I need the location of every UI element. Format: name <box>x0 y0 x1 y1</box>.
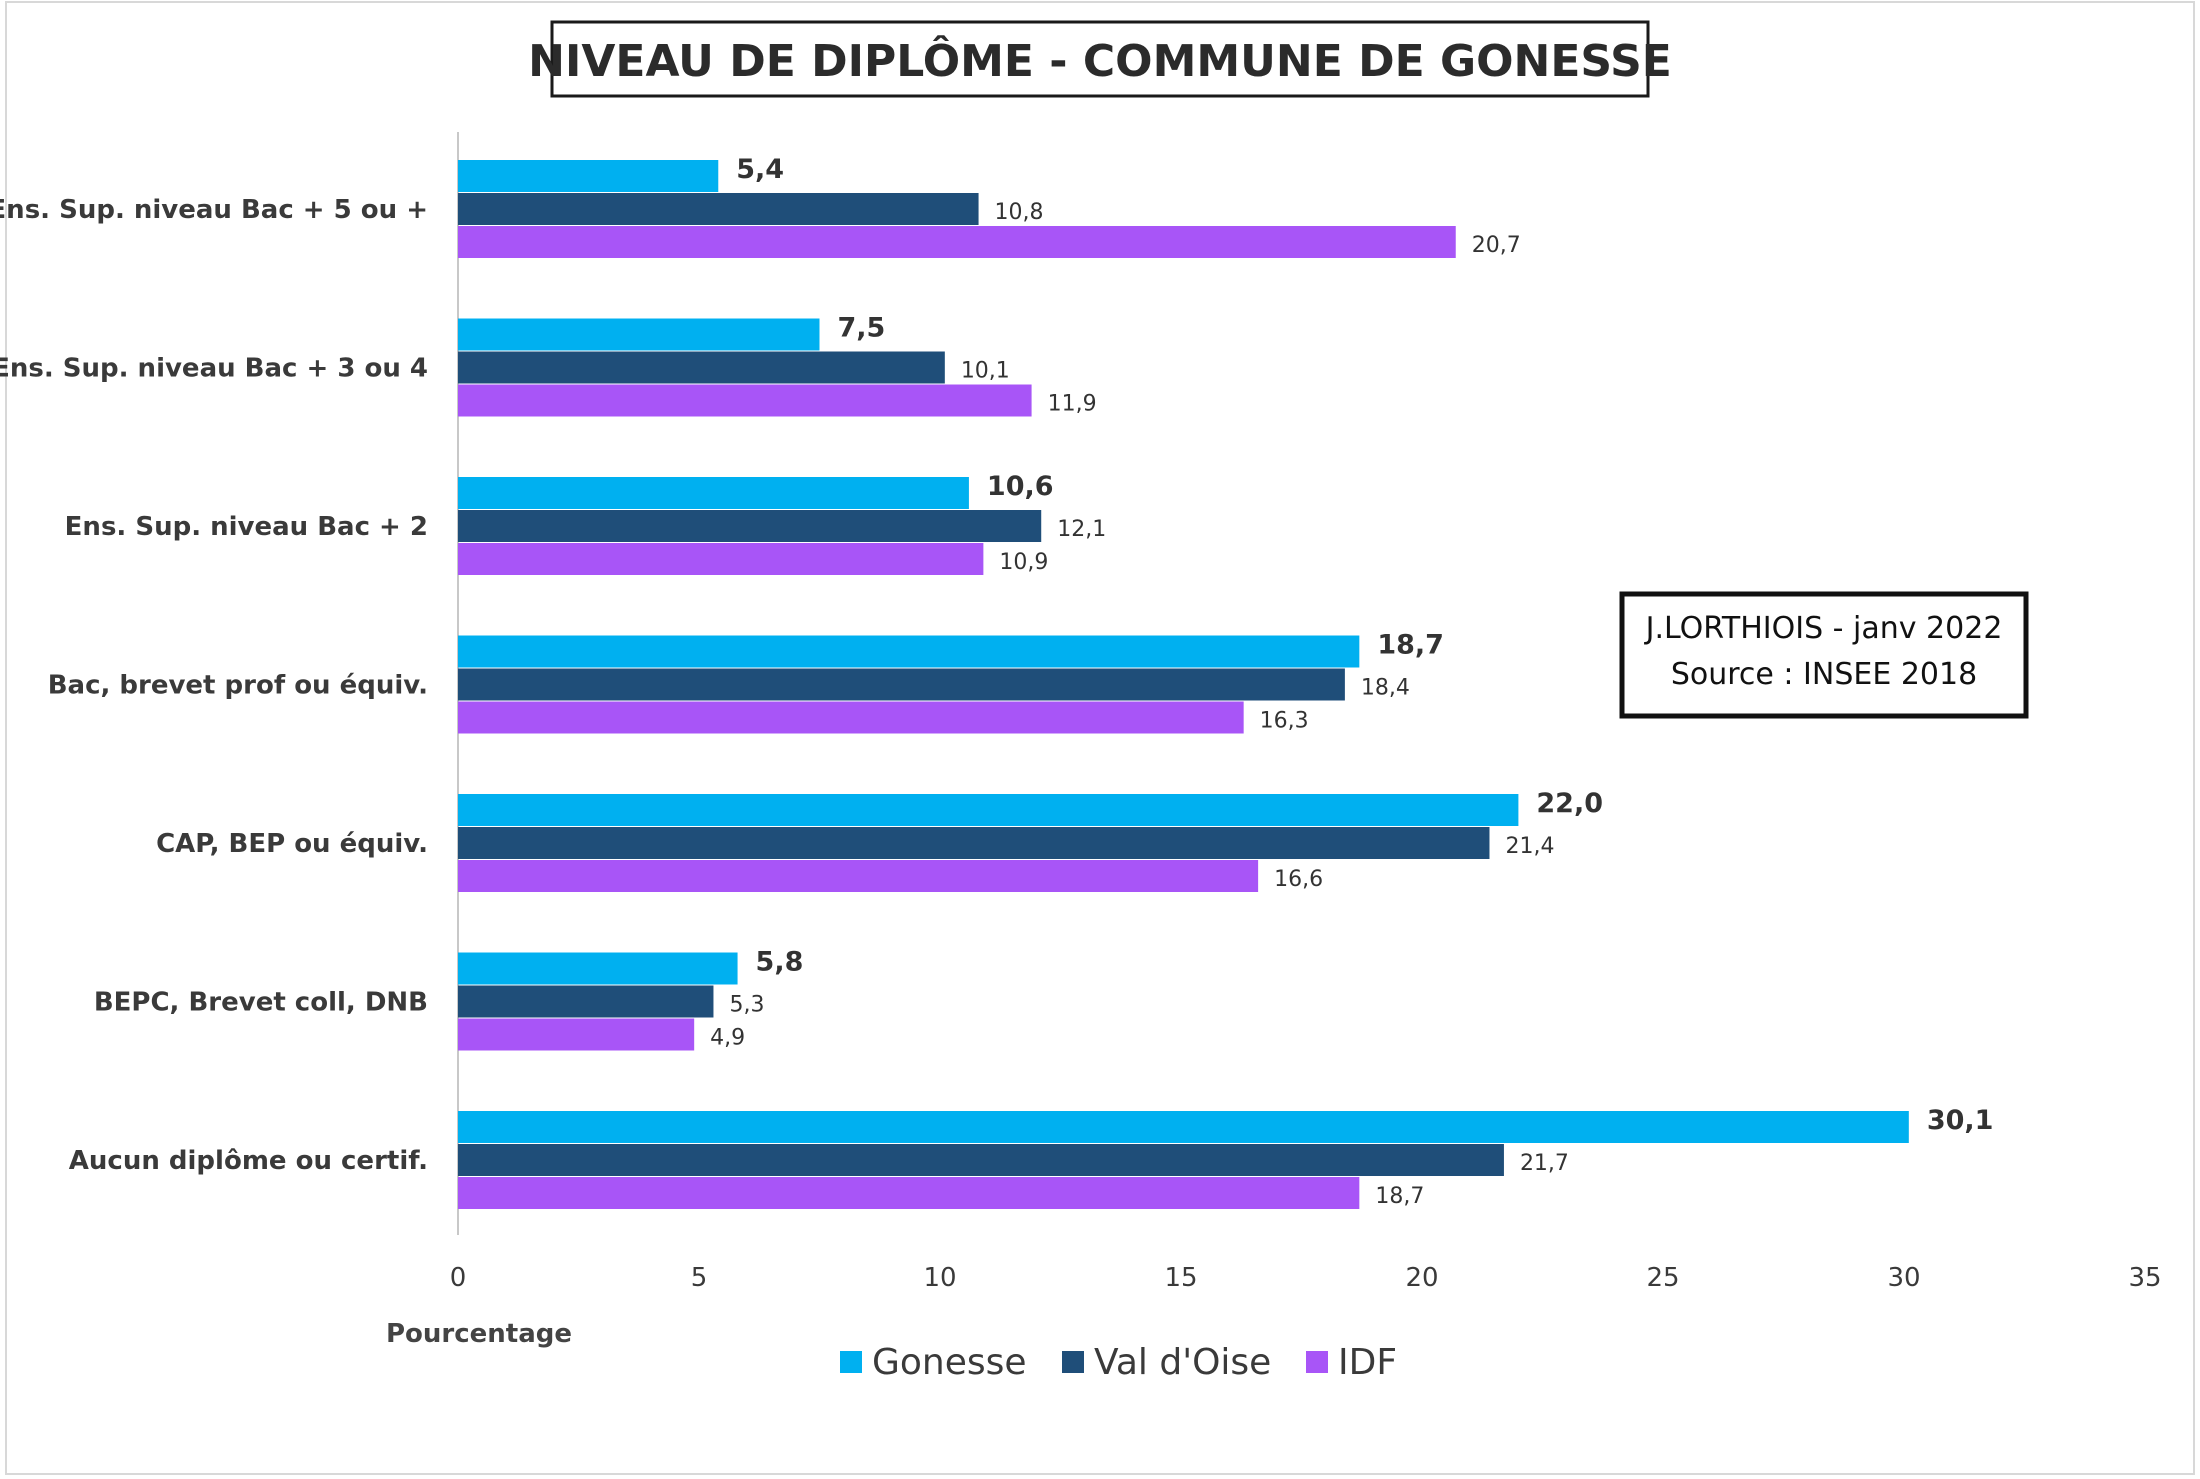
data-label: 7,5 <box>838 313 886 344</box>
category-label: Ens. Sup. niveau Bac + 2 <box>65 512 428 542</box>
value-labels-group: 5,4 10,8 20,7 7,5 10,1 11,9 10,612,1 10,9 18,7 18… <box>710 154 1993 1209</box>
source-note-source: Source : INSEE 2018 <box>1671 657 1977 692</box>
data-label: 11,9 <box>1048 392 1097 417</box>
data-label: 22,0 <box>1536 788 1603 819</box>
data-label: 4,9 <box>710 1026 745 1051</box>
x-tick-label: 0 <box>450 1263 467 1293</box>
category-label: CAP, BEP ou équiv. <box>156 829 428 859</box>
legend-swatch <box>840 1351 862 1373</box>
bar <box>458 510 1042 542</box>
source-note-box: J.LORTHIOIS - janv 2022 Source : INSEE 2… <box>1619 591 2029 719</box>
bar <box>458 160 719 192</box>
data-label: 5,3 <box>729 993 764 1018</box>
x-tick-label: 15 <box>1164 1263 1197 1293</box>
bar <box>458 668 1345 701</box>
x-tick-label: 5 <box>691 1263 708 1293</box>
data-label: 16,3 <box>1260 709 1309 734</box>
data-label: 18,4 <box>1361 676 1410 701</box>
bar <box>458 351 945 384</box>
x-tick-labels-group: 0 5 10 15 20 25 30 35 <box>450 1263 2162 1293</box>
data-label: 20,7 <box>1472 233 1521 258</box>
bar <box>458 701 1244 734</box>
bar <box>458 543 984 575</box>
legend-label: Gonesse <box>872 1342 1027 1383</box>
data-label: 5,8 <box>756 947 804 978</box>
category-labels-group: Ens. Sup. niveau Bac + 5 ou + Ens. Sup. n… <box>0 195 428 1176</box>
x-tick-label: 20 <box>1405 1263 1438 1293</box>
data-label: 10,8 <box>995 200 1044 225</box>
data-label: 10,1 <box>961 359 1010 384</box>
bar <box>458 985 714 1018</box>
bar <box>458 193 979 225</box>
chart-title: NIVEAU DE DIPLÔME - COMMUNE DE GONESSE <box>528 34 1672 87</box>
bar <box>458 1111 1909 1143</box>
data-label: 5,4 <box>736 154 784 185</box>
x-axis-label: Pourcentage <box>386 1319 572 1349</box>
data-label: 10,6 <box>987 471 1054 502</box>
legend: Gonesse Val d'Oise IDF <box>840 1342 1397 1383</box>
chart-title-box: NIVEAU DE DIPLÔME - COMMUNE DE GONESSE <box>528 20 1672 98</box>
bar <box>458 794 1519 826</box>
category-label: Aucun diplôme ou certif. <box>69 1146 428 1176</box>
chart-frame <box>5 1 2195 1475</box>
bar <box>458 226 1456 258</box>
data-label: 16,6 <box>1274 867 1323 892</box>
data-label: 21,7 <box>1520 1151 1569 1176</box>
data-label: 18,7 <box>1375 1184 1424 1209</box>
bar <box>458 384 1032 417</box>
bar <box>458 318 820 351</box>
x-tick-label: 25 <box>1646 1263 1679 1293</box>
bar <box>458 952 738 985</box>
x-tick-label: 35 <box>2128 1263 2161 1293</box>
category-label: BEPC, Brevet coll, DNB <box>94 988 428 1018</box>
data-label: 12,1 <box>1057 517 1106 542</box>
bar <box>458 635 1360 668</box>
legend-swatch <box>1306 1351 1328 1373</box>
x-tick-label: 10 <box>923 1263 956 1293</box>
category-label: Ens. Sup. niveau Bac + 3 ou 4 <box>0 354 428 384</box>
data-label: 10,9 <box>999 550 1048 575</box>
bars-group <box>458 160 1909 1209</box>
x-tick-label: 30 <box>1887 1263 1920 1293</box>
bar <box>458 1018 695 1051</box>
legend-label: IDF <box>1338 1342 1397 1383</box>
legend-label: Val d'Oise <box>1094 1342 1271 1383</box>
data-label: 21,4 <box>1505 834 1554 859</box>
bar <box>458 860 1259 892</box>
legend-swatch <box>1062 1351 1084 1373</box>
data-label: 18,7 <box>1377 630 1444 661</box>
bar <box>458 1144 1504 1176</box>
data-label: 30,1 <box>1927 1105 1994 1136</box>
bar <box>458 477 969 509</box>
category-label: Ens. Sup. niveau Bac + 5 ou + <box>0 195 428 225</box>
bar <box>458 827 1490 859</box>
source-note-author: J.LORTHIOIS - janv 2022 <box>1644 611 2003 646</box>
bar <box>458 1177 1360 1209</box>
category-label: Bac, brevet prof ou équiv. <box>48 671 428 701</box>
